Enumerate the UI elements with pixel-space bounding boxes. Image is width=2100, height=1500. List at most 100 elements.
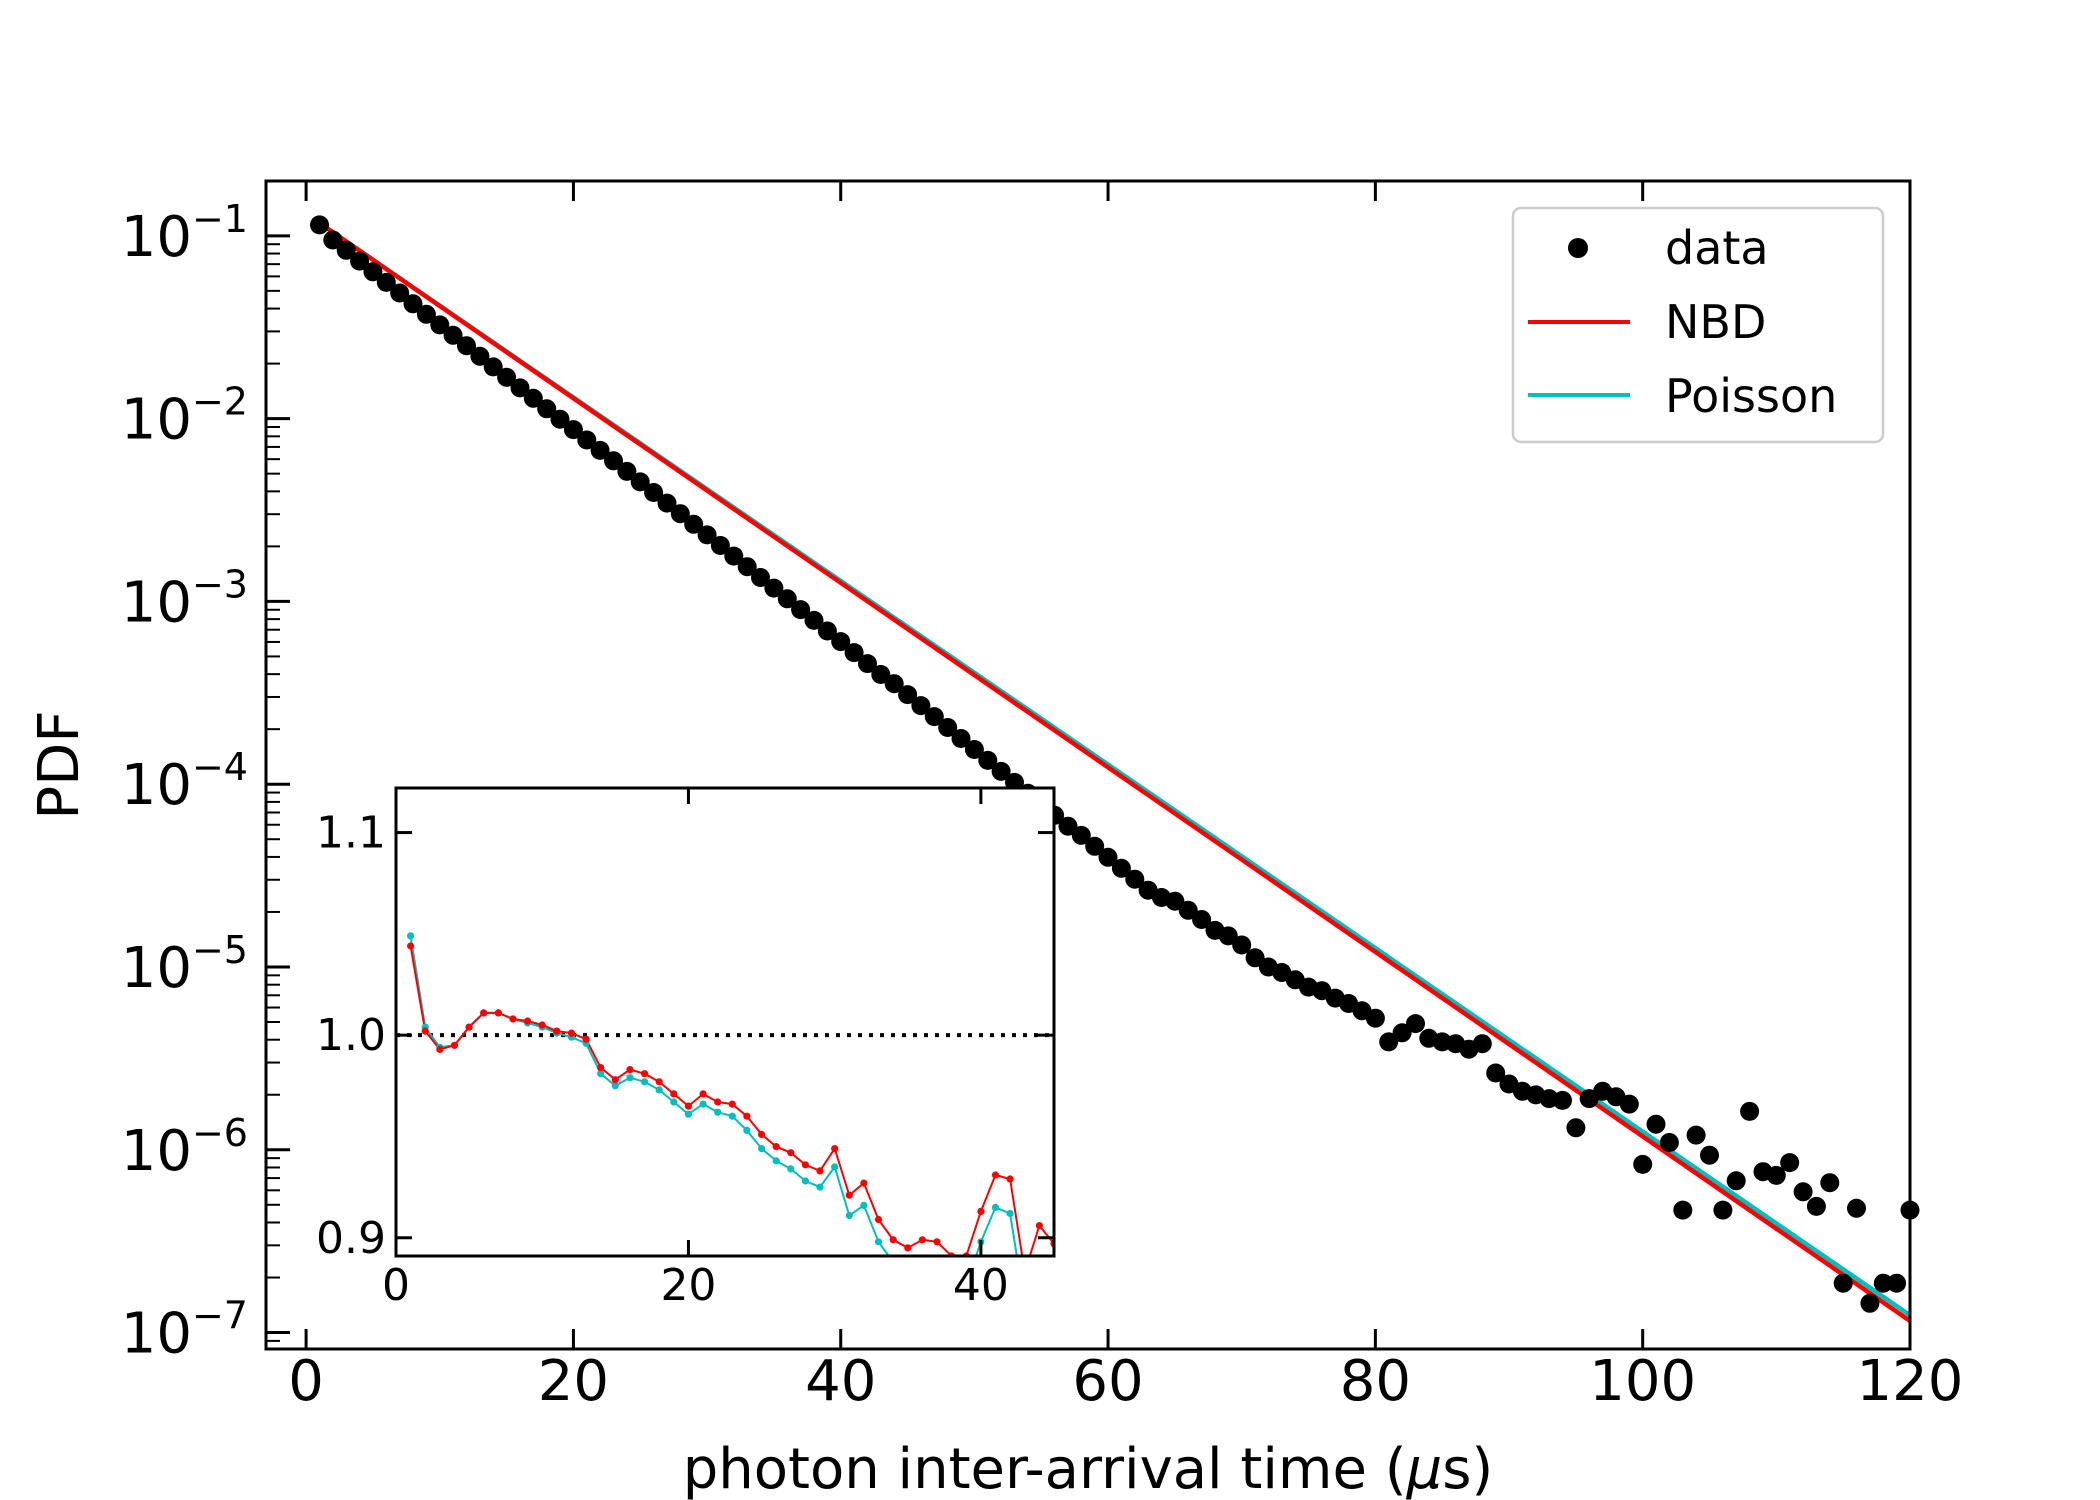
data-point — [550, 409, 570, 429]
data-point — [670, 504, 690, 524]
inset-data-points — [407, 932, 1057, 1310]
data-point — [710, 536, 730, 555]
data-point — [590, 440, 610, 460]
inset-point-nbd — [538, 1021, 546, 1029]
inset-point-poisson — [1050, 1279, 1057, 1286]
inset-point-nbd — [758, 1130, 766, 1138]
x-tick-label: 40 — [805, 1349, 876, 1414]
data-point — [617, 461, 637, 481]
data-point — [951, 729, 971, 748]
inset-point-poisson — [407, 932, 415, 940]
inset-point-nbd — [509, 1015, 517, 1023]
inset-point-poisson — [991, 1203, 1000, 1211]
data-point — [403, 294, 423, 314]
inset-point-nbd — [1035, 1222, 1043, 1230]
inset-point-nbd — [480, 1009, 488, 1017]
main-plot: 0 20 40 60 80 100 120 10−110−210−310−410−510−6… — [27, 179, 1964, 1500]
data-point — [1125, 869, 1145, 889]
inset-x-tick-label: 0 — [382, 1260, 410, 1311]
inset-point-nbd — [860, 1179, 868, 1187]
data-point — [924, 707, 944, 727]
inset-point-poisson — [801, 1177, 810, 1185]
inset-point-nbd — [772, 1143, 780, 1151]
data-point — [1847, 1198, 1866, 1218]
inset-point-nbd — [524, 1017, 532, 1025]
inset-point-nbd — [553, 1027, 561, 1035]
data-point — [644, 483, 664, 502]
y-tick-label: 10−2 — [121, 380, 248, 453]
inset-point-nbd — [801, 1161, 810, 1169]
data-point — [1486, 1063, 1506, 1083]
legend-label-nbd: NBD — [1665, 295, 1766, 349]
inset-point-nbd — [787, 1149, 795, 1157]
inset-point-poisson — [655, 1086, 663, 1094]
inset-point-nbd — [626, 1066, 634, 1074]
data-point — [1780, 1153, 1800, 1173]
data-point — [777, 589, 797, 609]
inset-y-tick-label: 1.0 — [316, 1010, 386, 1061]
x-tick-label: 0 — [288, 1349, 324, 1414]
inset-point-poisson — [714, 1108, 722, 1116]
data-point — [964, 740, 984, 759]
y-tick-label-exponent: −3 — [192, 562, 248, 606]
inset-x-tick-label: 40 — [953, 1260, 1009, 1311]
y-tick-label-base: 10 — [121, 936, 192, 1001]
y-tick-label-exponent: −5 — [192, 928, 248, 972]
x-tick-label: 120 — [1857, 1349, 1964, 1414]
data-point — [363, 262, 383, 282]
inset-point-nbd — [904, 1244, 912, 1252]
inset-point-poisson — [758, 1145, 766, 1153]
inset-point-nbd — [874, 1215, 883, 1224]
x-tick-label: 20 — [538, 1349, 609, 1414]
y-tick-label-exponent: −1 — [192, 197, 248, 241]
data-point — [1713, 1200, 1733, 1220]
y-tick-label: 10−4 — [121, 745, 248, 818]
data-point — [991, 761, 1011, 781]
y-tick-label-exponent: −6 — [192, 1111, 248, 1155]
series-line-nbd — [318, 221, 1912, 1323]
legend: data NBD Poisson — [1511, 206, 1885, 444]
inset-point-poisson — [641, 1078, 649, 1086]
inset-point-poisson — [787, 1165, 795, 1173]
data-point — [1633, 1154, 1653, 1174]
data-point — [697, 525, 717, 545]
data-point — [1619, 1094, 1639, 1114]
data-point — [1365, 1008, 1385, 1028]
inset-point-nbd — [655, 1078, 663, 1086]
inset-point-poisson — [845, 1211, 853, 1220]
inset-point-poisson — [904, 1267, 911, 1274]
inset-point-nbd — [494, 1009, 502, 1017]
x-tick-label: 60 — [1072, 1349, 1143, 1414]
legend-data-marker — [1568, 238, 1588, 258]
data-point — [1192, 910, 1212, 929]
x-label-part-1: photon inter-arrival time ( — [683, 1437, 1407, 1500]
data-point — [350, 251, 370, 271]
data-point — [898, 685, 918, 705]
y-tick-label: 10−1 — [121, 197, 248, 270]
data-point — [1085, 836, 1105, 856]
data-point — [1700, 1145, 1719, 1165]
data-point — [1820, 1173, 1840, 1193]
data-point — [1793, 1182, 1813, 1202]
data-point — [523, 388, 543, 408]
inset-background — [396, 788, 1054, 1256]
inset-point-poisson — [874, 1238, 883, 1246]
legend-label-poisson: Poisson — [1665, 369, 1837, 423]
data-point — [1392, 1023, 1412, 1043]
data-point — [310, 215, 329, 235]
y-tick-label-base: 10 — [121, 753, 192, 818]
data-point — [724, 546, 744, 566]
data-point — [1379, 1032, 1399, 1052]
data-point — [1566, 1118, 1586, 1138]
y-tick-label-base: 10 — [121, 205, 192, 270]
data-point — [1111, 858, 1131, 878]
main-x-axis-label: photon inter-arrival time (μs) — [683, 1437, 1494, 1500]
data-point — [376, 272, 396, 292]
inset-point-poisson — [919, 1261, 926, 1268]
inset-point-poisson — [1021, 1303, 1028, 1310]
inset-point-nbd — [421, 1027, 429, 1035]
x-tick-label: 80 — [1340, 1349, 1411, 1414]
data-point — [684, 514, 704, 534]
inset-point-nbd — [641, 1070, 649, 1078]
data-point — [1860, 1293, 1880, 1313]
